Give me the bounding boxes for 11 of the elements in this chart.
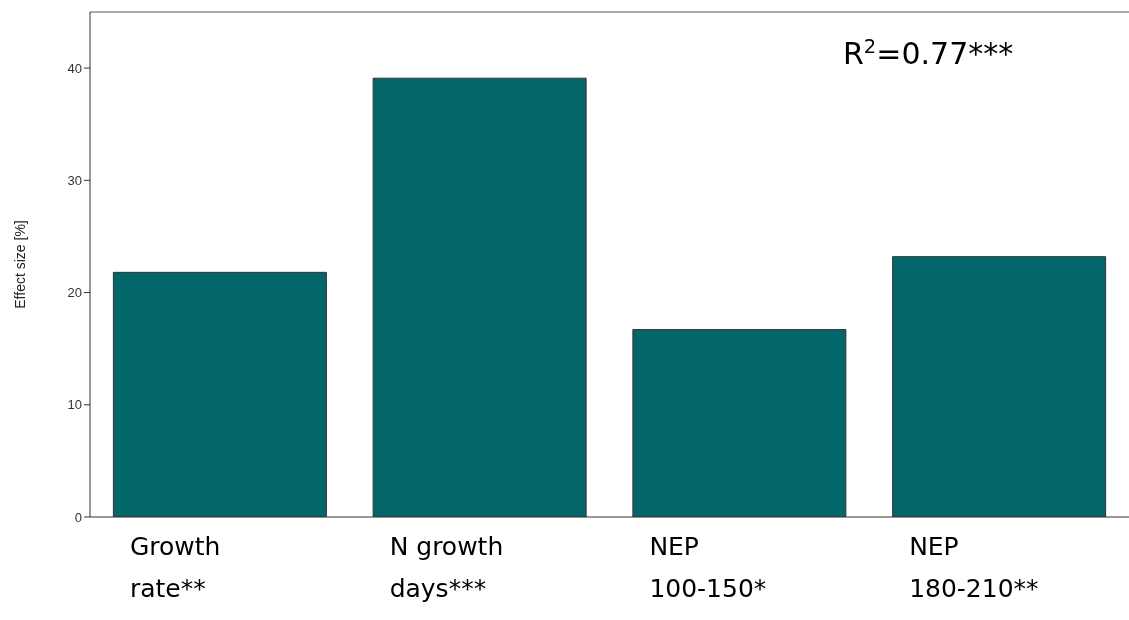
y-axis-title: Effect size [%] [11,220,28,309]
y-tick-label: 20 [67,285,82,301]
x-tick-label: N growth days*** [389,532,504,603]
x-tick-label: Growth rate** [129,532,221,603]
y-tick-label: 30 [67,172,82,188]
y-tick-label: 0 [74,509,82,525]
x-tick-label: NEP 100-150* [649,532,767,603]
y-tick-label: 40 [67,60,82,76]
x-tick-label: NEP 180-210** [909,532,1039,603]
y-tick-label: 10 [67,397,82,413]
annotation: R$^{2}$=0.77*** [843,34,1014,71]
